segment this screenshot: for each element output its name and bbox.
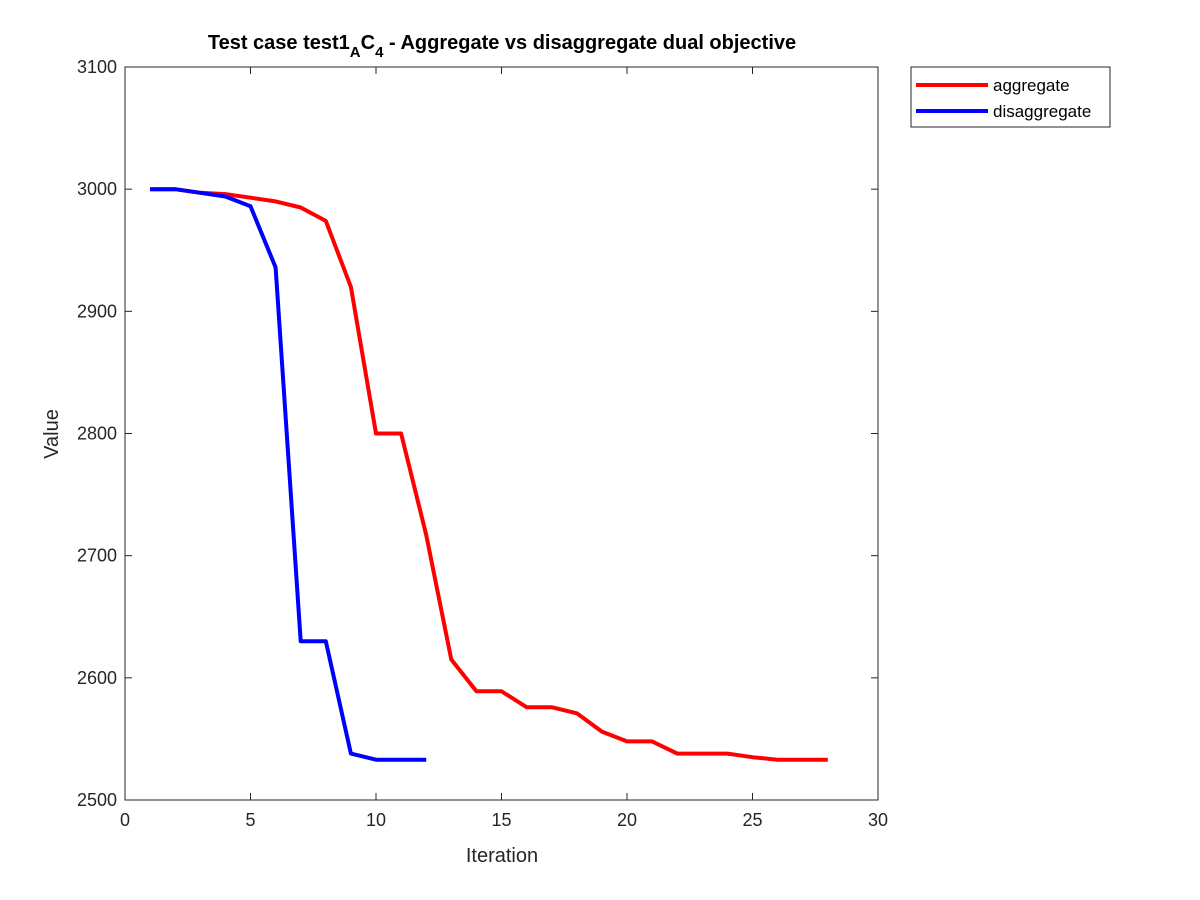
chart-title-sub1: A [350, 44, 361, 61]
x-tick-label: 0 [120, 810, 130, 830]
y-axis-label: Value [41, 409, 63, 459]
chart-title: Test case test1AC4 - Aggregate vs disagg… [208, 32, 796, 61]
chart-title-mid: C [361, 32, 375, 54]
legend-label-aggregate: aggregate [993, 76, 1070, 95]
y-tick-label: 3000 [77, 179, 117, 199]
x-axis-label: Iteration [466, 845, 538, 867]
x-tick-label: 20 [617, 810, 637, 830]
chart-title-prefix: Test case test1 [208, 32, 350, 54]
series-line-aggregate [150, 187, 828, 762]
x-axis-ticks: 0 5 10 15 20 25 30 [120, 67, 888, 830]
y-tick-label: 2600 [77, 668, 117, 688]
chart-title-sub2: 4 [375, 44, 384, 61]
y-tick-label: 2900 [77, 301, 117, 321]
x-tick-label: 10 [366, 810, 386, 830]
plot-lines [150, 187, 828, 762]
x-tick-label: 30 [868, 810, 888, 830]
x-tick-label: 25 [742, 810, 762, 830]
x-tick-label: 15 [491, 810, 511, 830]
y-tick-label: 2700 [77, 546, 117, 566]
series-line-disaggregate [150, 187, 427, 762]
y-axis-ticks: 2500 2600 2700 2800 2900 3000 3100 [77, 57, 878, 810]
chart-title-suffix: - Aggregate vs disaggregate dual objecti… [383, 32, 796, 54]
legend-label-disaggregate: disaggregate [993, 102, 1091, 121]
x-tick-label: 5 [245, 810, 255, 830]
y-tick-label: 3100 [77, 57, 117, 77]
y-tick-label: 2800 [77, 424, 117, 444]
y-tick-label: 2500 [77, 790, 117, 810]
legend: aggregate disaggregate [910, 66, 1111, 128]
legend-box [910, 66, 1111, 128]
